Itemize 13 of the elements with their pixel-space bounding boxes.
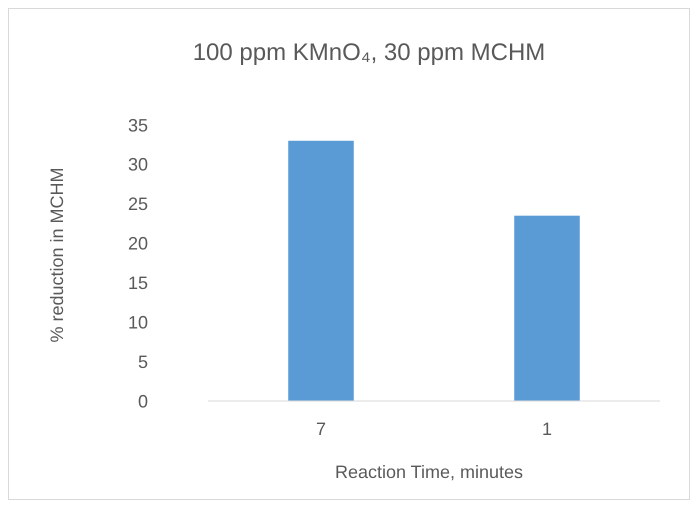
y-tick-label: 35 <box>128 115 148 136</box>
y-tick-label: 0 <box>138 391 148 412</box>
x-tick-label: 1 <box>542 419 552 439</box>
y-tick-label: 25 <box>128 194 148 214</box>
x-axis-title: Reaction Time, minutes <box>334 462 524 482</box>
y-axis-title: % reduction in MCHM <box>47 167 67 343</box>
y-tick-label: 10 <box>128 312 148 332</box>
y-tick-label: 15 <box>128 273 148 294</box>
y-tick-label: 30 <box>128 154 148 175</box>
x-tick-label: 7 <box>316 419 326 439</box>
y-tick-label: 20 <box>128 234 148 254</box>
y-tick-label: 5 <box>138 352 148 372</box>
chart-title: 100 ppm KMnO₄, 30 ppm MCHM <box>192 39 546 66</box>
